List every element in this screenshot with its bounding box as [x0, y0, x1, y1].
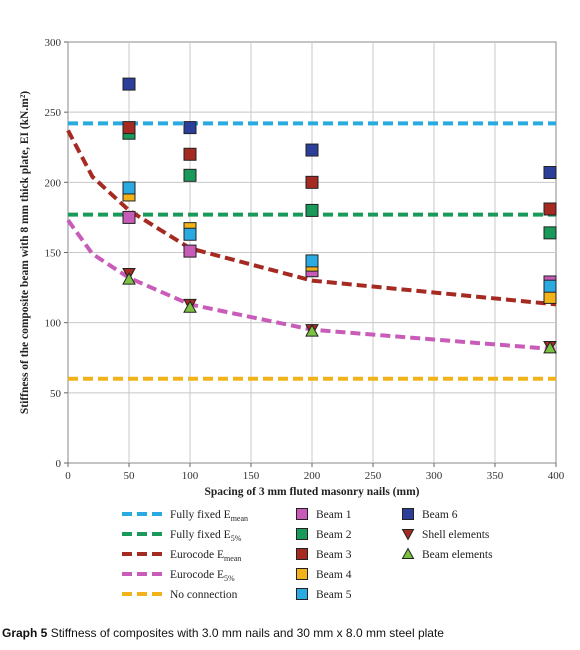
legend-marker-4: [296, 588, 308, 600]
point-series-1: [183, 168, 197, 182]
point-series-5: [543, 166, 557, 180]
y-tick-label: 250: [45, 107, 62, 119]
legend-marker-7: [401, 547, 415, 559]
legend-label-subscript: 5%: [224, 574, 235, 583]
legend-marker-6: [401, 529, 415, 541]
point-series-4: [543, 279, 557, 293]
point-series-1: [305, 203, 319, 217]
x-tick-label: 400: [548, 470, 565, 482]
legend-label: Beam 6: [422, 509, 458, 521]
legend-label: Beam 5: [316, 589, 352, 601]
x-tick-label: 0: [65, 470, 71, 482]
axis-ticks: 0 50 100 150 200 250 300 350 400 0 50 100 150 200 250 3…: [45, 37, 565, 482]
point-series-3: [543, 290, 557, 304]
chart: 0 50 100 150 200 250 300 350 400 0 50 100 150 200 250 3…: [19, 37, 565, 601]
point-series-2: [183, 147, 197, 161]
legend-label: Beam 2: [316, 529, 352, 541]
legend-label: Fully fixed Emean: [170, 509, 248, 523]
point-series-7: [183, 300, 197, 313]
legend-label: Fully fixed E5%: [170, 529, 242, 543]
point-series-1: [543, 226, 557, 240]
point-series-2: [543, 202, 557, 216]
legend-marker-3: [296, 568, 308, 580]
x-tick-label: 150: [243, 470, 260, 482]
legend-label: Beam 3: [316, 549, 352, 561]
legend-label-subscript: mean: [224, 554, 241, 563]
point-series-2: [305, 175, 319, 189]
line-series: [66, 121, 557, 381]
y-tick-label: 100: [45, 318, 62, 330]
point-series-7: [543, 340, 557, 354]
y-tick-label: 50: [50, 388, 62, 400]
caption-text: Stiffness of composites with 3.0 mm nail…: [50, 626, 444, 640]
legend-label-subscript: 5%: [231, 534, 242, 543]
x-axis-title: Spacing of 3 mm fluted masonry nails (mm…: [205, 486, 420, 498]
legend-label: No connection: [170, 589, 238, 601]
point-series-5: [183, 121, 197, 135]
legend-marker-0: [296, 508, 308, 520]
x-tick-label: 350: [487, 470, 504, 482]
y-tick-label: 150: [45, 248, 62, 260]
point-series-4: [183, 227, 197, 241]
x-tick-label: 200: [304, 470, 321, 482]
point-series-4: [305, 254, 319, 268]
point-series-5: [305, 143, 319, 157]
legend-label: Eurocode E5%: [170, 569, 235, 583]
chart-svg: 0 50 100 150 200 250 300 350 400 0 50 100 150 200 250 3…: [19, 37, 565, 601]
y-tick-label: 200: [45, 177, 62, 189]
y-tick-label: 300: [45, 37, 62, 49]
point-series-0: [122, 210, 136, 224]
legend-label: Shell elements: [422, 529, 490, 541]
legend-label: Beam 1: [316, 509, 352, 521]
x-tick-label: 100: [182, 470, 199, 482]
legend-label: Beam elements: [422, 549, 493, 561]
point-series-5: [122, 77, 136, 91]
legend: Fully fixed Emean Fully fixed E5% Eurocode…: [122, 508, 493, 601]
line-series-2: [66, 129, 557, 307]
line-series-3: [66, 219, 557, 352]
figure-caption: Graph 5 Stiffness of composites with 3.0…: [2, 626, 444, 640]
legend-label-subscript: mean: [231, 514, 248, 523]
x-tick-label: 50: [124, 470, 136, 482]
x-tick-label: 300: [426, 470, 443, 482]
grid: [68, 42, 556, 463]
caption-number: Graph 5: [2, 626, 48, 640]
point-series-2: [122, 121, 136, 135]
legend-marker-1: [296, 528, 308, 540]
point-series-7: [122, 272, 136, 285]
legend-marker-2: [296, 548, 308, 560]
legend-marker-5: [402, 508, 414, 520]
point-series-0: [183, 244, 197, 258]
point-series-7: [305, 324, 319, 337]
legend-label: Eurocode Emean: [170, 549, 241, 563]
point-series-4: [122, 181, 136, 195]
y-axis-title: Stiffness of the composite beam with 8 m…: [19, 91, 31, 414]
y-tick-label: 0: [56, 458, 62, 470]
x-tick-label: 250: [365, 470, 382, 482]
legend-label: Beam 4: [316, 569, 352, 581]
markers: [122, 77, 557, 354]
